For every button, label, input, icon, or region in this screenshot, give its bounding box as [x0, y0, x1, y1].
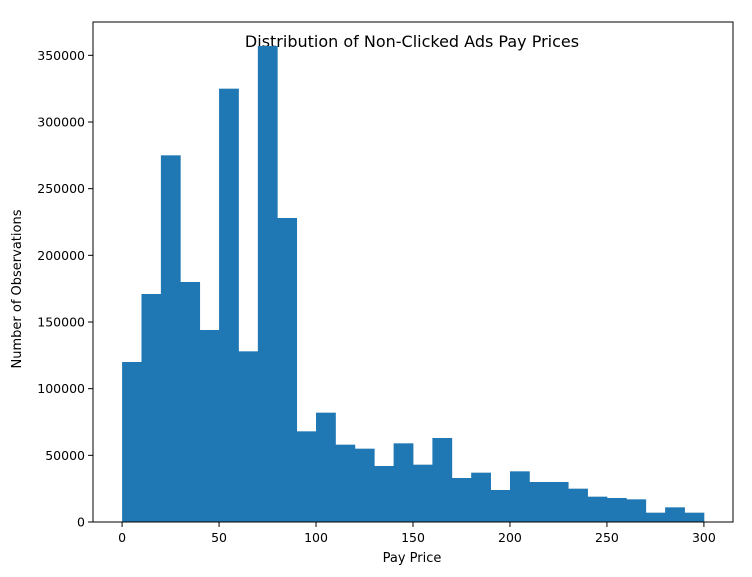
histogram-bar: [684, 512, 705, 522]
y-tick-label: 100000: [37, 381, 85, 396]
y-axis-label: Number of Observations: [10, 209, 25, 368]
y-tick-label: 200000: [37, 248, 85, 263]
histogram-bar: [432, 438, 453, 522]
histogram-bar: [568, 488, 588, 522]
y-tick-label: 50000: [45, 448, 85, 463]
histogram-bar: [645, 512, 666, 522]
histogram-bar: [160, 155, 181, 522]
histogram-bar: [374, 466, 394, 522]
histogram-bar: [219, 88, 239, 523]
x-tick-label: 200: [498, 530, 522, 545]
y-tick-label: 0: [77, 515, 85, 530]
y-tick-label: 300000: [37, 115, 85, 130]
y-axis-ticks: 0 50000 100000 150000 200000 250000 300000 3500…: [37, 48, 93, 530]
histogram-bar: [471, 472, 491, 522]
histogram-bar: [393, 443, 414, 522]
histogram-bar: [277, 218, 298, 522]
histogram-bar: [587, 496, 608, 522]
histogram-bar: [122, 362, 142, 522]
x-tick-label: 150: [401, 530, 425, 545]
histogram-bar: [316, 412, 336, 522]
histogram-bar: [199, 330, 220, 522]
x-axis-label: Pay Price: [383, 551, 442, 566]
x-axis-ticks: 0 50 100 150 200 250 300: [118, 522, 716, 545]
y-tick-label: 150000: [37, 315, 85, 330]
chart-title: Distribution of Non-Clicked Ads Pay Pric…: [245, 32, 579, 51]
histogram-bar: [626, 499, 647, 522]
y-tick-label: 250000: [37, 181, 85, 196]
x-tick-label: 250: [595, 530, 619, 545]
histogram-bar: [296, 431, 317, 522]
x-tick-label: 300: [692, 530, 716, 545]
histogram-bar: [529, 482, 550, 522]
histogram-bar: [257, 46, 278, 522]
x-tick-label: 100: [304, 530, 328, 545]
x-tick-label: 50: [211, 530, 227, 545]
histogram-bar: [665, 507, 685, 522]
histogram-bar: [180, 282, 201, 522]
histogram-bar: [335, 444, 356, 522]
histogram-bar: [238, 351, 259, 522]
histogram-bar: [509, 471, 530, 522]
histogram-bar: [413, 464, 433, 522]
histogram-bars: [122, 46, 705, 523]
histogram-bar: [490, 490, 511, 522]
histogram-bar: [606, 498, 627, 522]
histogram-bar: [354, 448, 375, 522]
histogram-bar: [141, 294, 162, 522]
histogram-bar: [548, 482, 569, 522]
y-tick-label: 350000: [37, 48, 85, 63]
histogram-bar: [451, 478, 472, 522]
x-tick-label: 0: [118, 530, 126, 545]
